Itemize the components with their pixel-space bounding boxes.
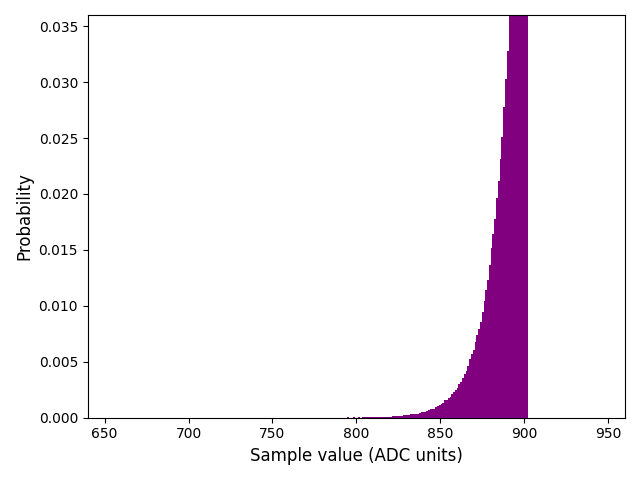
Bar xyxy=(516,0,518,418)
Bar xyxy=(401,416,403,418)
Bar xyxy=(446,400,448,418)
Bar xyxy=(453,392,455,418)
Bar xyxy=(460,382,462,418)
Bar xyxy=(430,409,431,418)
Bar xyxy=(478,329,480,418)
Bar xyxy=(471,354,473,418)
Bar xyxy=(455,390,457,418)
Bar xyxy=(491,248,493,418)
Bar xyxy=(493,234,494,418)
Bar xyxy=(378,417,380,418)
Bar xyxy=(480,322,482,418)
Bar xyxy=(383,417,385,418)
Bar xyxy=(408,415,410,418)
Bar xyxy=(523,0,525,418)
Bar xyxy=(473,349,475,418)
Bar xyxy=(428,410,430,418)
Bar xyxy=(467,366,469,418)
Bar xyxy=(503,107,505,418)
Bar xyxy=(469,360,471,418)
Bar xyxy=(439,405,440,418)
Bar xyxy=(397,416,399,418)
Y-axis label: Probability: Probability xyxy=(15,172,33,260)
Bar xyxy=(440,404,442,418)
Bar xyxy=(372,417,374,418)
Bar xyxy=(525,0,527,418)
Bar xyxy=(388,417,390,418)
Bar xyxy=(512,0,514,418)
Bar xyxy=(462,378,464,418)
Bar xyxy=(374,417,376,418)
Bar xyxy=(431,409,433,418)
Bar xyxy=(457,388,458,418)
Bar xyxy=(510,0,512,418)
Bar xyxy=(422,412,424,418)
Bar xyxy=(475,342,476,418)
Bar xyxy=(442,403,444,418)
Bar xyxy=(527,0,528,418)
Bar xyxy=(458,384,460,418)
Bar xyxy=(505,79,507,418)
Bar xyxy=(433,409,435,418)
Bar xyxy=(449,397,451,418)
Bar xyxy=(514,0,516,418)
Bar xyxy=(426,411,428,418)
Bar xyxy=(509,10,510,418)
Bar xyxy=(385,417,387,418)
Bar xyxy=(399,416,401,418)
Bar xyxy=(489,265,491,418)
Bar xyxy=(519,0,521,418)
Bar xyxy=(380,417,381,418)
Bar xyxy=(498,181,500,418)
Bar xyxy=(404,415,406,418)
Bar xyxy=(487,280,489,418)
Bar xyxy=(396,416,397,418)
Bar xyxy=(437,407,439,418)
Bar xyxy=(421,412,422,418)
Bar xyxy=(444,400,446,418)
Bar xyxy=(500,159,501,418)
Bar xyxy=(406,415,408,418)
Bar xyxy=(435,407,437,418)
Bar xyxy=(417,414,419,418)
Bar xyxy=(494,219,496,418)
Bar xyxy=(484,301,485,418)
Bar xyxy=(424,412,426,418)
Bar xyxy=(501,137,503,418)
Bar xyxy=(518,0,519,418)
Bar xyxy=(507,51,509,418)
Bar xyxy=(403,415,404,418)
Bar xyxy=(419,413,421,418)
Bar xyxy=(415,414,417,418)
Bar xyxy=(464,374,466,418)
Bar xyxy=(367,417,369,418)
Bar xyxy=(381,417,383,418)
Bar xyxy=(410,414,412,418)
Bar xyxy=(413,414,415,418)
Bar xyxy=(392,416,394,418)
Bar xyxy=(482,312,484,418)
X-axis label: Sample value (ADC units): Sample value (ADC units) xyxy=(250,447,463,465)
Bar xyxy=(485,290,487,418)
Bar xyxy=(448,397,449,418)
Bar xyxy=(521,0,523,418)
Bar xyxy=(390,417,392,418)
Bar xyxy=(394,416,396,418)
Bar xyxy=(387,417,388,418)
Bar xyxy=(496,198,498,418)
Bar xyxy=(466,371,467,418)
Bar xyxy=(376,417,378,418)
Bar xyxy=(476,336,478,418)
Bar xyxy=(412,414,413,418)
Bar xyxy=(451,395,453,418)
